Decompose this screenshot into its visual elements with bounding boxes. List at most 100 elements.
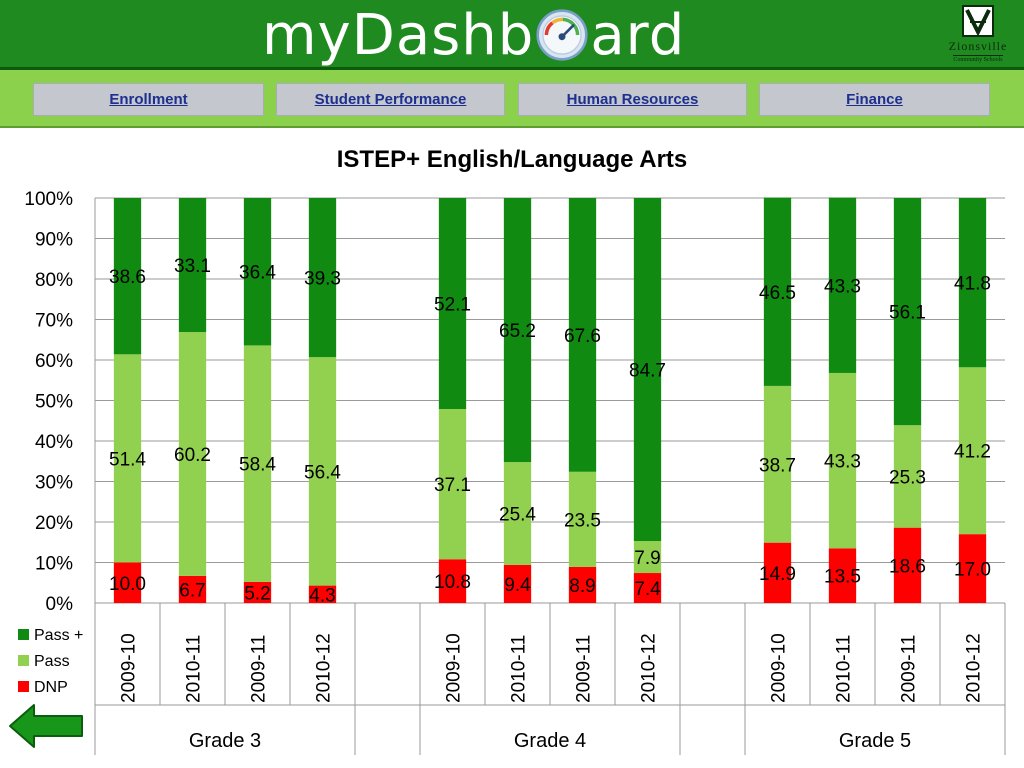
bar-pass (568, 198, 597, 472)
bar-pass (828, 372, 857, 549)
data-label: 25.4 (499, 504, 536, 525)
data-label: 46.5 (759, 283, 796, 304)
data-label: 9.4 (504, 575, 531, 596)
nav-student-performance[interactable]: Student Performance (276, 83, 505, 116)
bar-dnp (308, 585, 337, 603)
data-label: 58.4 (239, 455, 276, 476)
y-tick-label: 70% (35, 311, 73, 332)
nav-human-resources[interactable]: Human Resources (518, 83, 747, 116)
data-label: 10.0 (109, 574, 146, 595)
data-label: 41.8 (954, 274, 991, 295)
group-label: Grade 4 (514, 730, 586, 752)
nav-enrollment[interactable]: Enrollment (33, 83, 264, 116)
data-label: 4.3 (309, 585, 335, 606)
data-label: 7.4 (634, 579, 661, 600)
data-label: 10.8 (434, 572, 471, 593)
data-label: 43.3 (824, 452, 861, 473)
bar-pass (503, 462, 532, 565)
legend-label: DNP (34, 679, 68, 696)
data-label: 39.3 (304, 269, 341, 290)
x-tick-label: 2009-11 (249, 635, 270, 703)
nav-finance[interactable]: Finance (759, 83, 990, 116)
bar-pass (243, 345, 272, 582)
x-tick-label: 2009-11 (574, 635, 595, 703)
x-tick-label: 2009-10 (119, 633, 140, 703)
bar-pass (958, 198, 987, 368)
y-tick-label: 60% (35, 351, 73, 372)
bar-dnp (828, 548, 857, 603)
y-tick-label: 90% (35, 230, 73, 251)
bar-pass (893, 425, 922, 528)
legend-swatch (18, 629, 29, 640)
bar-dnp (568, 566, 597, 603)
bar-dnp (113, 562, 142, 603)
y-tick-label: 30% (35, 473, 73, 494)
x-tick-label: 2010-11 (184, 635, 205, 703)
bar-pass (828, 197, 857, 373)
x-tick-label: 2010-12 (964, 633, 985, 703)
x-tick-label: 2010-12 (314, 633, 335, 703)
speedometer-gauge-icon (536, 9, 588, 61)
logo-subtitle: Community Schools (953, 55, 1003, 63)
zionsville-crest-icon (962, 5, 994, 37)
bar-dnp (633, 573, 662, 603)
brand-logo: myDashb ard (262, 2, 685, 68)
bar-pass (568, 471, 597, 567)
y-tick-label: 10% (35, 554, 73, 575)
bar-dnp (958, 534, 987, 603)
data-label: 41.2 (954, 442, 991, 463)
data-label: 14.9 (759, 564, 796, 585)
data-label: 43.3 (824, 276, 861, 297)
data-label: 6.7 (179, 580, 205, 601)
x-tick-label: 2009-11 (899, 635, 920, 703)
bar-dnp (763, 542, 792, 603)
data-label: 67.6 (564, 326, 601, 347)
y-tick-label: 50% (35, 392, 73, 413)
data-label: 33.1 (174, 256, 211, 277)
bar-pass (113, 198, 142, 355)
y-tick-label: 20% (35, 513, 73, 534)
main-nav: Enrollment Student Performance Human Res… (0, 70, 1024, 128)
data-label: 51.4 (109, 449, 146, 470)
data-label: 36.4 (239, 263, 276, 284)
y-tick-label: 80% (35, 270, 73, 291)
brand-text-end: ard (590, 2, 686, 68)
bar-pass (308, 357, 337, 586)
x-tick-label: 2009-10 (769, 633, 790, 703)
back-arrow-icon[interactable] (8, 702, 84, 750)
data-label: 56.1 (889, 303, 926, 324)
bar-pass (893, 198, 922, 426)
data-label: 25.3 (889, 467, 926, 488)
data-label: 7.9 (634, 548, 660, 569)
data-label: 5.2 (244, 583, 270, 604)
x-tick-label: 2009-10 (444, 633, 465, 703)
data-label: 17.0 (954, 560, 991, 581)
bar-pass (178, 198, 207, 333)
bar-pass (438, 409, 467, 560)
bar-dnp (893, 527, 922, 603)
legend-swatch (18, 655, 29, 666)
x-tick-label: 2010-11 (509, 635, 530, 703)
chart-title: ISTEP+ English/Language Arts (336, 146, 688, 173)
bar-dnp (243, 581, 272, 603)
bar-pass (763, 385, 792, 543)
data-label: 23.5 (564, 510, 601, 531)
data-label: 65.2 (499, 321, 536, 342)
district-logo: Zionsville Community Schools (936, 4, 1020, 66)
data-label: 84.7 (629, 361, 666, 382)
x-tick-label: 2010-12 (639, 633, 660, 703)
x-tick-label: 2010-11 (834, 635, 855, 703)
data-label: 13.5 (824, 567, 861, 588)
bar-pass (633, 198, 662, 542)
group-label: Grade 5 (839, 730, 911, 752)
data-label: 56.4 (304, 462, 341, 483)
brand-text-start: myDashb (262, 2, 535, 68)
data-label: 18.6 (889, 556, 926, 577)
bar-dnp (178, 575, 207, 603)
bar-pass (178, 332, 207, 576)
data-label: 52.1 (434, 295, 471, 316)
y-tick-label: 100% (24, 189, 73, 210)
bar-pass (113, 354, 142, 563)
legend-swatch (18, 681, 29, 692)
